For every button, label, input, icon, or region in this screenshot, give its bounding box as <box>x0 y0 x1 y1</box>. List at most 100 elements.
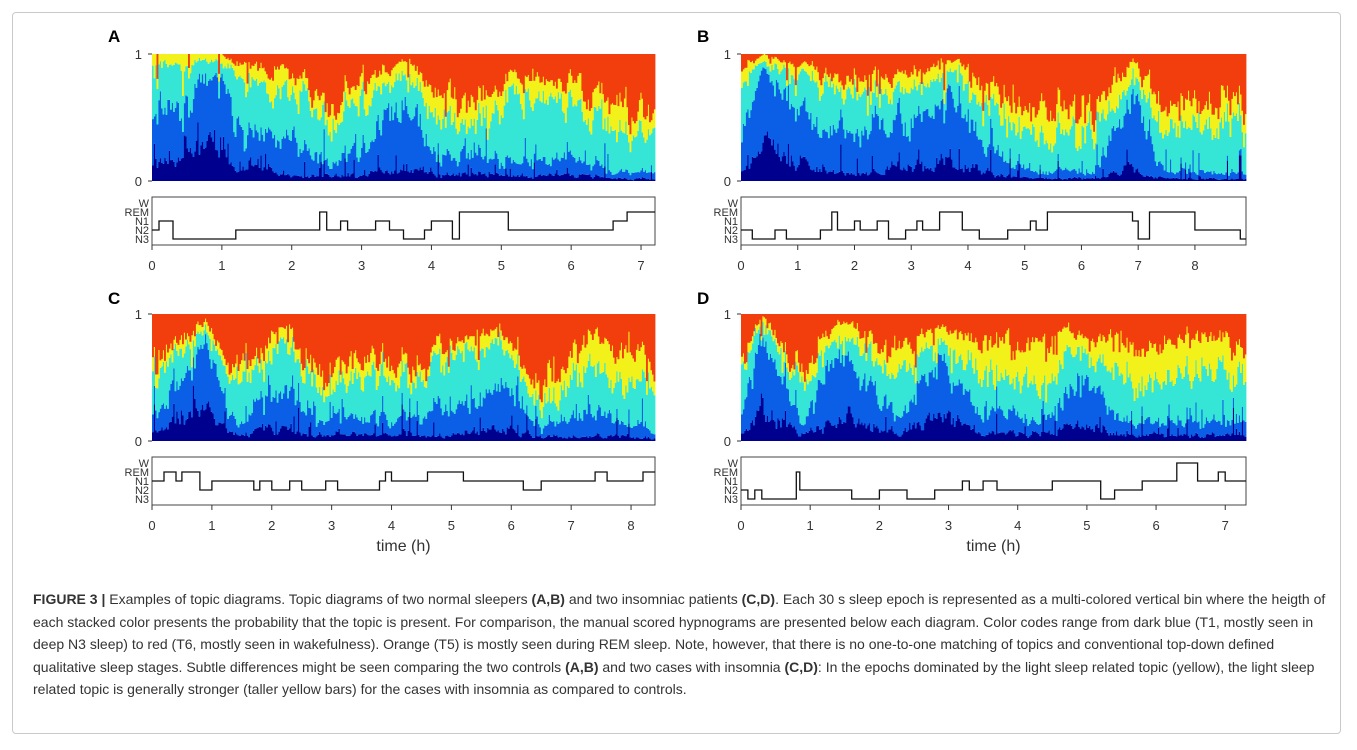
hypnogram-trace <box>741 462 1246 500</box>
tick-label-5: 5 <box>1083 518 1090 533</box>
tick-label-1: 1 <box>794 258 801 273</box>
stage-label-n1: N1 <box>135 476 149 488</box>
hypnogram-frame <box>740 196 1247 246</box>
topic-layer-t4 <box>152 318 656 419</box>
tick-label-1: 1 <box>807 518 814 533</box>
tick-label-8: 8 <box>1191 258 1198 273</box>
panel-letter: C <box>108 289 120 308</box>
hypnogram-frame <box>151 196 656 246</box>
tick-label-4: 4 <box>388 518 395 533</box>
stage-label-w: W <box>728 458 739 470</box>
topic-diagram <box>152 314 656 441</box>
stage-label-n3: N3 <box>724 494 738 506</box>
tick-label-6: 6 <box>568 258 575 273</box>
hypnogram-trace <box>152 211 655 240</box>
tick-label-1: 1 <box>208 518 215 533</box>
topic-diagram <box>152 54 656 181</box>
stage-label-n2: N2 <box>724 225 738 237</box>
topic-layer-t4 <box>741 316 1247 403</box>
topic-layer-t5 <box>152 314 656 403</box>
stage-label-n2: N2 <box>724 485 738 497</box>
tick-label-0: 0 <box>724 434 731 449</box>
tick-label-6: 6 <box>1152 518 1159 533</box>
topic-layer-t2 <box>741 333 1247 438</box>
topic-y-axis: 10 <box>724 307 741 449</box>
x-axis-title: time (h) <box>966 538 1020 555</box>
topic-layer-t3 <box>152 58 656 176</box>
tick-label-3: 3 <box>358 258 365 273</box>
hypnogram-trace <box>152 471 655 491</box>
time-axis: 0 1 2 3 4 5 6 7 8 time (h) <box>148 505 635 555</box>
tick-label-3: 3 <box>328 518 335 533</box>
tick-label-1: 1 <box>135 47 142 62</box>
figure-label: FIGURE 3 | <box>33 591 106 607</box>
tick-label-6: 6 <box>1078 258 1085 273</box>
tick-label-5: 5 <box>1021 258 1028 273</box>
topic-layer-t5 <box>156 54 656 135</box>
topic-layer-t2 <box>152 72 656 181</box>
stage-label-n3: N3 <box>135 234 149 246</box>
topic-y-axis: 10 <box>135 307 152 449</box>
tick-label-3: 3 <box>945 518 952 533</box>
x-axis-title: time (h) <box>376 538 430 555</box>
hypnogram-trace <box>741 211 1246 240</box>
caption-text-3: . Each 30 s sleep epoch is represented a… <box>33 591 1326 675</box>
tick-label-2: 2 <box>268 518 275 533</box>
tick-label-1: 1 <box>724 47 731 62</box>
stage-label-rem: REM <box>125 207 149 219</box>
tick-label-0: 0 <box>135 174 142 189</box>
tick-label-5: 5 <box>448 518 455 533</box>
topic-layer-t2 <box>152 334 656 440</box>
tick-label-7: 7 <box>568 518 575 533</box>
topic-layer-t5 <box>741 54 1247 132</box>
topic-layer-t4 <box>152 54 656 153</box>
topic-layer-t1 <box>741 131 1247 181</box>
tick-label-0: 0 <box>737 258 744 273</box>
tick-label-7: 7 <box>1135 258 1142 273</box>
time-axis: 0 1 2 3 4 5 6 7 <box>148 245 645 273</box>
tick-label-5: 5 <box>498 258 505 273</box>
topic-y-axis: 10 <box>135 47 152 189</box>
stage-label-n2: N2 <box>135 485 149 497</box>
tick-label-0: 0 <box>148 258 155 273</box>
stage-label-w: W <box>139 198 150 210</box>
stage-label-n3: N3 <box>135 494 149 506</box>
tick-label-4: 4 <box>428 258 435 273</box>
tick-label-1: 1 <box>218 258 225 273</box>
tick-label-6: 6 <box>508 518 515 533</box>
tick-label-0: 0 <box>724 174 731 189</box>
topic-layer-t3 <box>152 324 656 435</box>
tick-label-0: 0 <box>148 518 155 533</box>
topic-diagram <box>741 54 1247 181</box>
tick-label-2: 2 <box>851 258 858 273</box>
stage-label-n1: N1 <box>135 216 149 228</box>
tick-label-4: 4 <box>1014 518 1021 533</box>
topic-layer-t3 <box>741 61 1247 176</box>
topic-layer-t1 <box>152 385 656 441</box>
stage-label-n3: N3 <box>724 234 738 246</box>
tick-label-8: 8 <box>627 518 634 533</box>
stage-label-n2: N2 <box>135 225 149 237</box>
caption-text-2: and two insomniac patients <box>564 591 742 607</box>
time-axis: 0 1 2 3 4 5 6 7 time (h) <box>737 505 1229 555</box>
stage-label-rem: REM <box>714 467 738 479</box>
stage-label-w: W <box>139 458 150 470</box>
tick-label-4: 4 <box>964 258 971 273</box>
stage-label-n1: N1 <box>724 476 738 488</box>
tick-label-0: 0 <box>737 518 744 533</box>
caption-ref-cd: (C,D) <box>741 591 776 607</box>
stage-label-rem: REM <box>714 207 738 219</box>
caption-text-4: and two cases with insomnia <box>598 658 785 675</box>
topic-layer-t1 <box>152 122 656 181</box>
topic-layer-t4 <box>741 54 1247 153</box>
tick-label-2: 2 <box>876 518 883 533</box>
